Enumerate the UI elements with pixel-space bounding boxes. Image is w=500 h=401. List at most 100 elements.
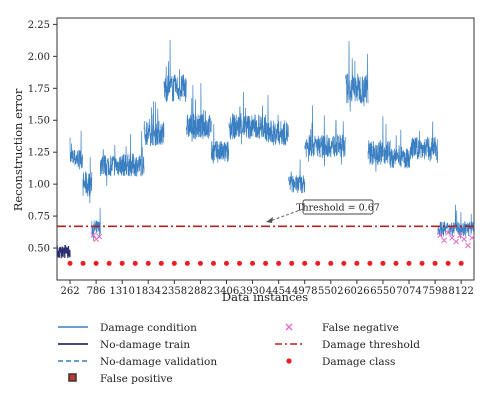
legend-item-damage-class: Damage class [286,356,395,368]
y-tick-label: 2.00 [28,52,50,63]
damage-class-marker [302,260,308,266]
threshold-annotation-arrow [269,208,304,222]
damage-class-markers [67,260,464,266]
x-tick-label: 7598 [422,286,447,297]
damage-condition-signal [69,39,475,241]
x-axis-title: Data instances [222,290,308,304]
damage-class-marker [93,260,99,266]
damage-class-marker [276,260,282,266]
threshold-annotation-box [302,199,374,215]
x-tick-label: 3406 [214,286,239,297]
damage-class-marker [432,260,438,266]
false-negative-marker [437,232,444,239]
legend-label-damage-condition: Damage condition [100,322,197,334]
signal-segment-6 [163,39,187,103]
y-tick-label: 1.50 [28,116,50,127]
legend-item-damage-threshold: Damage threshold [275,339,420,351]
damage-class-marker [158,260,164,266]
signal-segment-14 [345,41,369,112]
false-negative-marker [469,234,475,241]
damage-class-marker [250,260,256,266]
damage-class-marker [237,260,243,266]
y-tick-label: 1.00 [28,180,50,191]
threshold-annotation-arrowhead [266,217,273,223]
signal-segment-12 [304,105,322,162]
x-tick-label: 5502 [318,286,343,297]
no-damage-train-line [56,245,71,259]
signal-segment-9 [228,91,267,145]
x-axis: 262 786 1310 1834 2358 2882 3406 3930 4454 4978 55… [60,280,474,297]
no-damage-train-signal [56,245,71,259]
y-tick-label: 1.75 [28,84,50,95]
x-tick-label: 3930 [240,286,265,297]
legend-label-no-damage-train: No-damage train [100,339,190,351]
damage-class-marker [223,260,229,266]
false-negative-marker [96,233,103,240]
x-tick-label: 786 [87,286,106,297]
false-negative-marker [465,242,471,249]
damage-class-marker [341,260,347,266]
damage-class-marker [171,260,177,266]
signal-segment-18 [437,204,475,239]
legend-label-false-negative: False negative [322,322,399,334]
signal-segment-11 [288,159,306,194]
signal-segment-17 [409,121,439,164]
threshold-annotation-label: Threshold = 0.67 [296,203,380,214]
x-tick-label: 8122 [448,286,473,297]
false-negative-marker [441,237,447,244]
x-tick-label: 7074 [396,286,421,297]
damage-class-marker [197,260,203,266]
threshold-annotation: Threshold = 0.67 [266,199,380,223]
legend-item-damage-condition: Damage condition [58,322,197,334]
false-negative-marker [461,236,467,242]
false-negative-markers [90,229,475,249]
x-tick-label: 1310 [109,286,134,297]
y-axis-title: Reconstruction error [11,88,25,211]
y-tick-label: 1.25 [28,148,50,159]
x-tick-label: 1834 [136,286,161,297]
legend-label-false-positive: False positive [100,373,173,385]
signal-segment-0 [69,130,84,170]
signal-segment-10 [265,94,289,146]
y-axis: 0.50 0.75 1.00 1.25 1.50 1.75 2.00 2.25 [28,20,57,255]
y-tick-label: 2.25 [28,20,50,31]
x-tick-label: 6550 [370,286,395,297]
signal-segment-3 [99,144,125,187]
signal-segment-5 [143,101,165,146]
damage-class-marker [328,260,334,266]
signal-segment-7 [186,82,212,142]
false-negative-marker [445,229,451,236]
damage-class-marker [380,260,386,266]
x-tick-label: 6026 [344,286,369,297]
legend-swatch-false-positive [68,373,77,382]
legend: Damage condition No-damage train No-dama… [58,322,420,385]
damage-class-marker [445,260,451,266]
legend-item-no-damage-validation: No-damage validation [58,356,217,368]
damage-class-marker [184,260,190,266]
signal-segment-1 [82,157,93,204]
signal-segment-8 [210,123,230,164]
y-tick-label: 0.50 [28,244,50,255]
damage-class-marker [119,260,125,266]
legend-item-false-positive: False positive [68,373,173,385]
damage-class-marker [393,260,399,266]
signal-segment-4 [123,131,145,177]
signal-segment-15 [367,116,391,172]
damage-class-marker [419,260,425,266]
damage-class-marker [367,260,373,266]
damage-class-marker [132,260,138,266]
x-tick-label: 2882 [188,286,213,297]
legend-item-no-damage-train: No-damage train [58,339,190,351]
legend-label-damage-class: Damage class [322,356,395,368]
damage-class-marker [263,260,269,266]
plot-frame [56,17,475,281]
x-tick-label: 4454 [266,286,291,297]
damage-class-marker [106,260,112,266]
damage-class-marker [145,260,151,266]
damage-class-marker [80,260,86,266]
signal-segment-16 [390,129,411,169]
x-tick-label: 4978 [292,286,317,297]
damage-class-marker [406,260,412,266]
damage-class-marker [67,260,73,266]
